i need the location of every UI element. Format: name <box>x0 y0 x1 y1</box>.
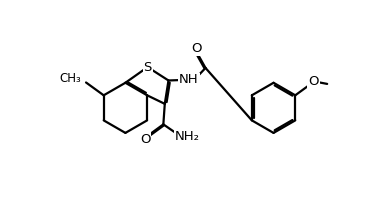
Text: O: O <box>192 42 202 55</box>
Text: O: O <box>140 133 151 146</box>
Text: NH: NH <box>179 73 199 86</box>
Text: S: S <box>143 61 152 74</box>
Text: NH₂: NH₂ <box>175 130 200 143</box>
Text: CH₃: CH₃ <box>59 72 81 85</box>
Text: O: O <box>308 75 319 87</box>
